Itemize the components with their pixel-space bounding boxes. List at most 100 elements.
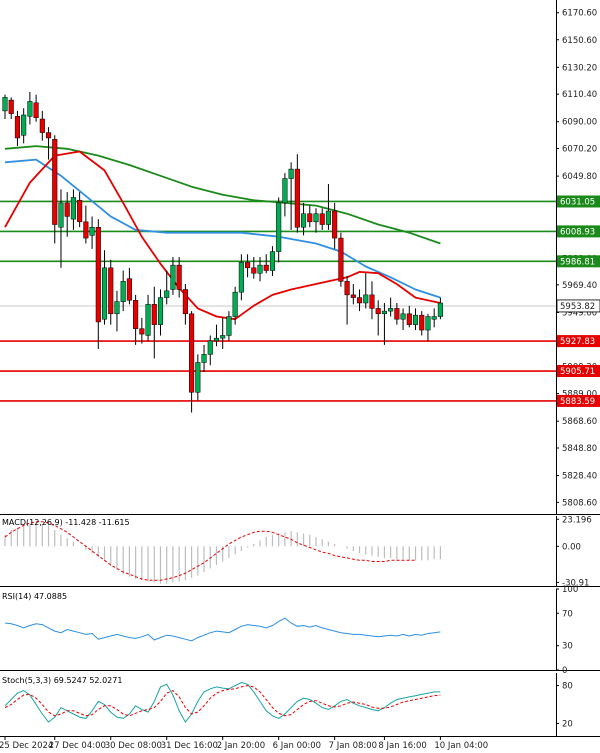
time-tick-label: 30 Dec 08:00 xyxy=(105,741,162,751)
bullish-candle xyxy=(157,297,164,325)
current-price-label: 5953.82 xyxy=(560,302,595,312)
price-tick-label: 5808.60 xyxy=(562,498,597,508)
bearish-candle xyxy=(319,213,325,225)
time-tick-label: 2 Jan 20:00 xyxy=(217,741,265,751)
bearish-candle xyxy=(245,262,251,269)
bearish-candle xyxy=(419,314,425,331)
bullish-candle xyxy=(388,308,394,312)
time-tick-label: 8 Jan 16:00 xyxy=(378,741,426,751)
rsi-bottom-border xyxy=(0,670,600,671)
bearish-candle xyxy=(332,210,338,239)
price-pane: 6170.60 6150.60 6130.20 6110.40 6090.00 6070.… xyxy=(0,0,600,515)
bullish-candle xyxy=(437,302,443,317)
bullish-candle xyxy=(120,281,126,302)
stoch-axis-line xyxy=(556,673,557,736)
price-pane-bottom-border xyxy=(0,514,600,515)
time-tick-label: 31 Dec 16:00 xyxy=(161,741,218,751)
stoch-bottom-border xyxy=(0,736,600,737)
price-axis-line xyxy=(556,0,557,514)
bullish-candle xyxy=(232,291,238,317)
bullish-candle xyxy=(2,97,8,112)
level-price-label: 5927.83 xyxy=(560,337,595,347)
bullish-candle xyxy=(27,101,33,117)
level-price-label: 5883.59 xyxy=(560,397,595,407)
bearish-candle xyxy=(176,264,182,290)
bullish-candle xyxy=(213,337,220,342)
price-tick-label: 5949.00 xyxy=(562,308,597,318)
bearish-candle xyxy=(45,132,52,139)
time-tick-label: 10 Jan 04:00 xyxy=(434,741,488,751)
rsi-pane: 100 70 30 0 xyxy=(0,585,600,676)
bearish-candle xyxy=(83,221,89,239)
bullish-candle xyxy=(220,335,226,339)
bullish-candle xyxy=(313,213,319,223)
stoch-pane: 80 20 xyxy=(0,673,600,737)
rsi-tick-label: 0 xyxy=(562,666,567,676)
bearish-candle xyxy=(375,308,381,315)
bearish-candle xyxy=(133,300,139,329)
rsi-axis-line xyxy=(556,589,557,670)
bullish-candle xyxy=(412,314,419,325)
macd-tick-label: 0.00 xyxy=(562,542,581,552)
bullish-candle xyxy=(325,210,331,225)
bearish-candle xyxy=(394,308,400,320)
bearish-candle xyxy=(251,267,257,274)
bullish-candle xyxy=(238,262,244,293)
bullish-candle xyxy=(226,316,232,336)
bullish-candle xyxy=(164,290,170,298)
macd-tick-label: 23.196 xyxy=(562,515,592,525)
price-tick-label: 5848.80 xyxy=(562,444,597,454)
bearish-candle xyxy=(350,294,356,298)
macd-signal-line xyxy=(4,521,416,581)
bearish-candle xyxy=(139,328,145,335)
bullish-candle xyxy=(301,213,307,228)
time-tick-label: 27 Dec 04:00 xyxy=(49,741,106,751)
bullish-candle xyxy=(145,304,151,336)
bearish-candle xyxy=(95,226,101,323)
fast-moving-average-line xyxy=(4,150,441,321)
bullish-candle xyxy=(363,294,369,304)
macd-axis-line xyxy=(556,516,557,586)
bearish-candle xyxy=(338,237,344,282)
bearish-candle xyxy=(182,289,188,315)
bullish-candle xyxy=(257,264,263,274)
bullish-candle xyxy=(89,226,95,236)
macd-indicator-label: MACD(12,26,9) -11.428 -11.615 xyxy=(2,518,130,527)
bullish-candle xyxy=(269,251,276,271)
bullish-candle xyxy=(201,354,207,363)
level-price-tag xyxy=(557,394,600,407)
price-tick-label: 6150.60 xyxy=(562,36,597,46)
macd-tick-label: -30.91 xyxy=(562,578,589,588)
price-tick-label: 6090.00 xyxy=(562,118,597,128)
bearish-candle xyxy=(189,313,195,393)
bullish-candle xyxy=(431,316,437,320)
level-price-label: 5905.71 xyxy=(560,367,595,377)
bullish-candle xyxy=(21,114,27,136)
stoch-d-line xyxy=(4,685,441,717)
time-tick-label: 25 Dec 2024 xyxy=(0,741,53,751)
bearish-candle xyxy=(369,294,375,309)
bullish-candle xyxy=(114,301,120,315)
bullish-candle xyxy=(282,178,288,204)
bullish-candle xyxy=(195,362,201,393)
bearish-candle xyxy=(307,213,313,223)
stoch-indicator-label: Stoch(5,3,3) 69.5247 52.0271 xyxy=(2,676,122,685)
medium-moving-average-line xyxy=(4,158,441,299)
bullish-candle xyxy=(288,168,294,179)
bullish-candle xyxy=(207,340,213,355)
time-tick-label: 6 Jan 00:00 xyxy=(273,741,321,751)
price-tick-label: 5889.00 xyxy=(562,390,597,400)
bullish-candle xyxy=(381,310,387,315)
bearish-candle xyxy=(64,202,70,217)
bullish-candle xyxy=(425,316,431,331)
bearish-candle xyxy=(263,264,269,271)
rsi-line xyxy=(4,617,441,642)
current-price-tag xyxy=(556,299,600,313)
price-tick-label: 6049.80 xyxy=(562,172,597,182)
bullish-candle xyxy=(58,202,64,228)
bearish-candle xyxy=(126,278,132,301)
level-price-tag xyxy=(557,335,600,348)
level-price-label: 6031.05 xyxy=(560,197,595,207)
macd-bottom-border xyxy=(0,586,600,587)
stoch-k-line xyxy=(4,681,441,724)
